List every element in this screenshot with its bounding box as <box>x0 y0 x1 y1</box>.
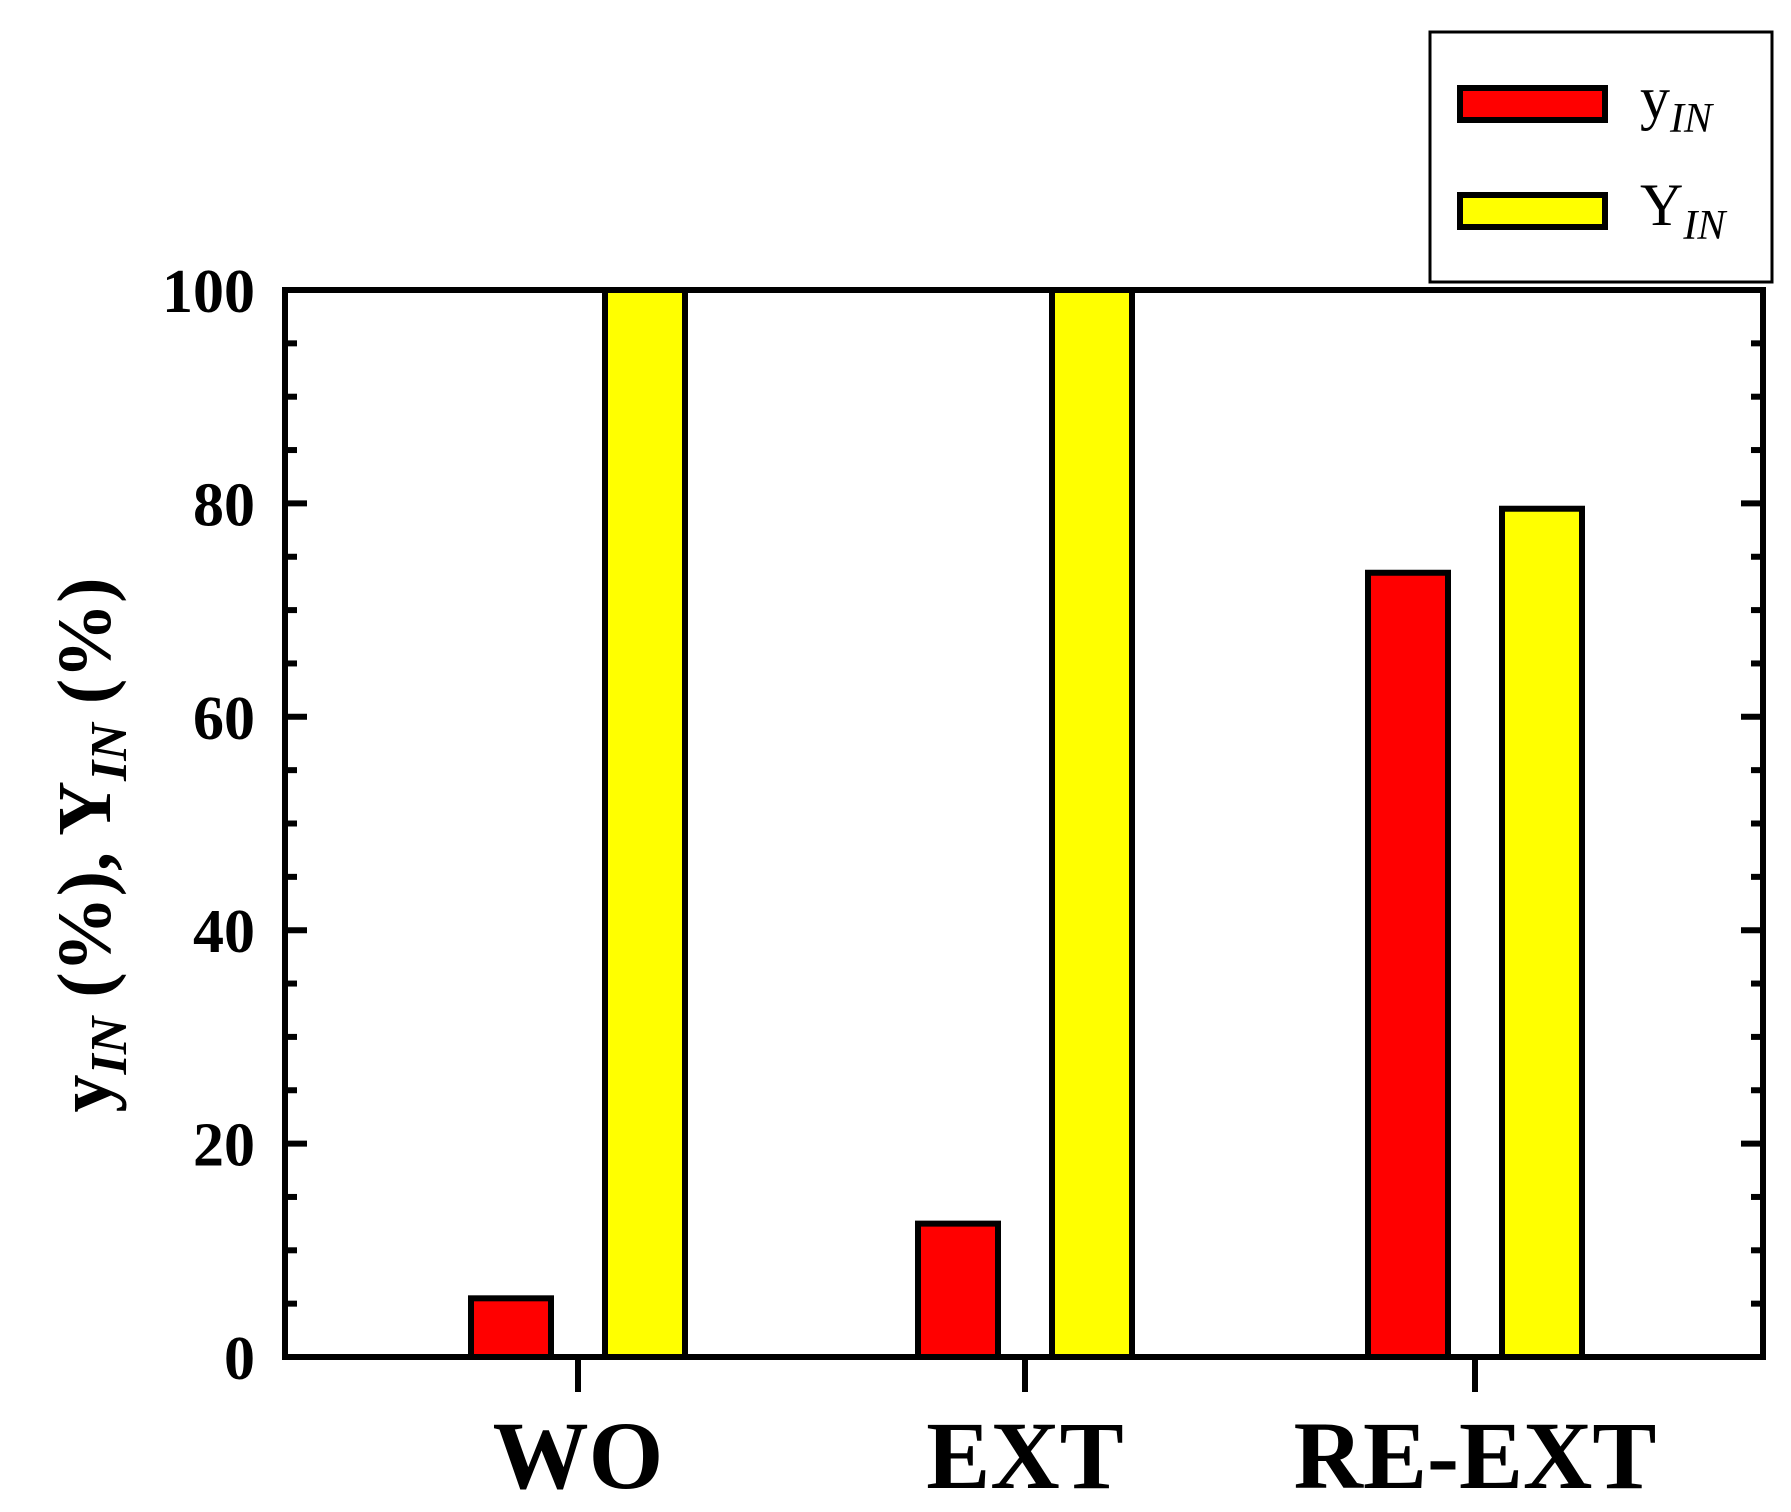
y-tick-label: 100 <box>162 258 255 326</box>
legend-swatch-y-in <box>1457 85 1608 123</box>
y-tick-label: 60 <box>193 685 255 753</box>
bar-yin-re-ext <box>1365 569 1451 1360</box>
legend-box <box>1428 30 1774 284</box>
legend-label-y-in: yIN <box>1640 65 1714 142</box>
bars-group <box>468 287 1585 1360</box>
y-tick-label: 0 <box>224 1325 255 1393</box>
legend: yIN YIN <box>1428 30 1774 284</box>
x-category-label: EXT <box>926 1402 1123 1509</box>
bar-Yin-ext <box>1049 287 1135 1360</box>
y-tick-label: 80 <box>193 471 255 539</box>
bar-yin-ext <box>915 1220 1001 1360</box>
x-category-label: WO <box>493 1402 664 1509</box>
y-tick-label: 20 <box>193 1112 255 1180</box>
bar-yin-wo <box>468 1295 554 1360</box>
legend-swatch-Y-in <box>1457 192 1608 230</box>
x-axis-ticks: WO EXT RE-EXT <box>493 1357 1657 1509</box>
legend-label-Y-in: YIN <box>1640 172 1727 249</box>
x-category-label: RE-EXT <box>1294 1402 1657 1509</box>
bar-Yin-re-ext <box>1499 505 1585 1360</box>
y-axis-label: yIN (%), YIN (%) <box>43 578 138 1113</box>
y-axis-ticks: 0 20 40 60 80 100 <box>162 258 1763 1393</box>
y-tick-label: 40 <box>193 898 255 966</box>
bar-Yin-wo <box>602 287 688 1360</box>
